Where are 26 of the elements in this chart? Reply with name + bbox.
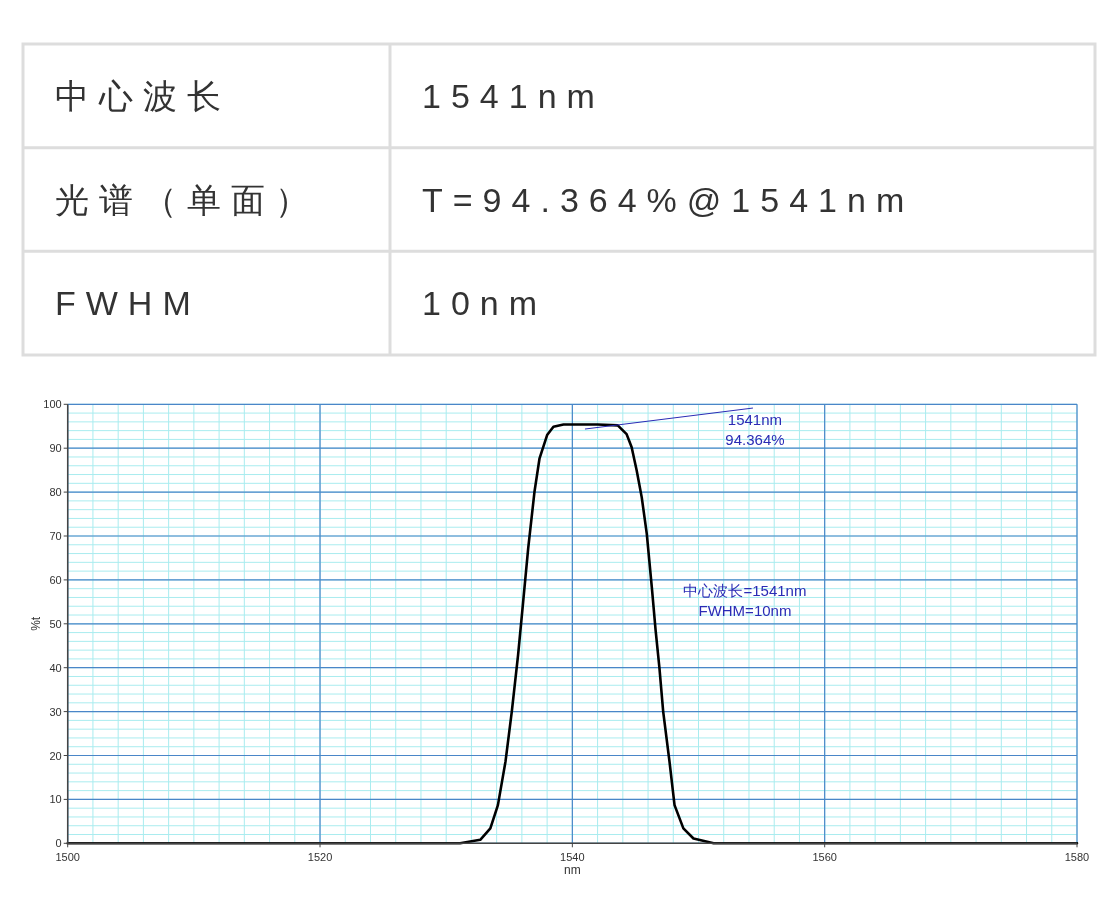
y-tick-label: 0 — [55, 837, 62, 850]
table-cell: T=94.364%@1541nm — [422, 180, 915, 219]
table-cell: 中心波长 — [55, 76, 231, 115]
x-tick-label: 1560 — [812, 851, 837, 864]
y-tick-label: 10 — [49, 793, 62, 806]
table-cell: 光谱（单面） — [55, 180, 319, 219]
x-tick-label: 1520 — [307, 851, 333, 864]
table-cell: FWHM — [55, 284, 201, 323]
annotation: 中心波长=1541nm FWHM=10nm — [683, 581, 807, 619]
y-tick-label: 80 — [49, 486, 62, 499]
table-cell: 10nm — [422, 284, 548, 323]
y-tick-label: 100 — [43, 398, 62, 411]
y-tick-label: 40 — [49, 661, 62, 674]
table-cell: 1541nm — [422, 76, 605, 115]
y-axis-title: %t — [29, 616, 43, 631]
x-axis-title: nm — [564, 863, 581, 878]
y-tick-label: 30 — [49, 705, 62, 718]
x-tick-label: 1500 — [55, 851, 80, 864]
y-tick-label: 60 — [49, 573, 62, 586]
y-tick-label: 20 — [49, 749, 62, 762]
annotation: 1541nm 94.364% — [725, 410, 785, 448]
x-tick-label: 1540 — [560, 851, 585, 864]
y-tick-label: 90 — [49, 442, 62, 455]
x-tick-label: 1580 — [1064, 851, 1090, 864]
y-tick-label: 50 — [49, 617, 62, 630]
y-tick-label: 70 — [49, 530, 62, 542]
